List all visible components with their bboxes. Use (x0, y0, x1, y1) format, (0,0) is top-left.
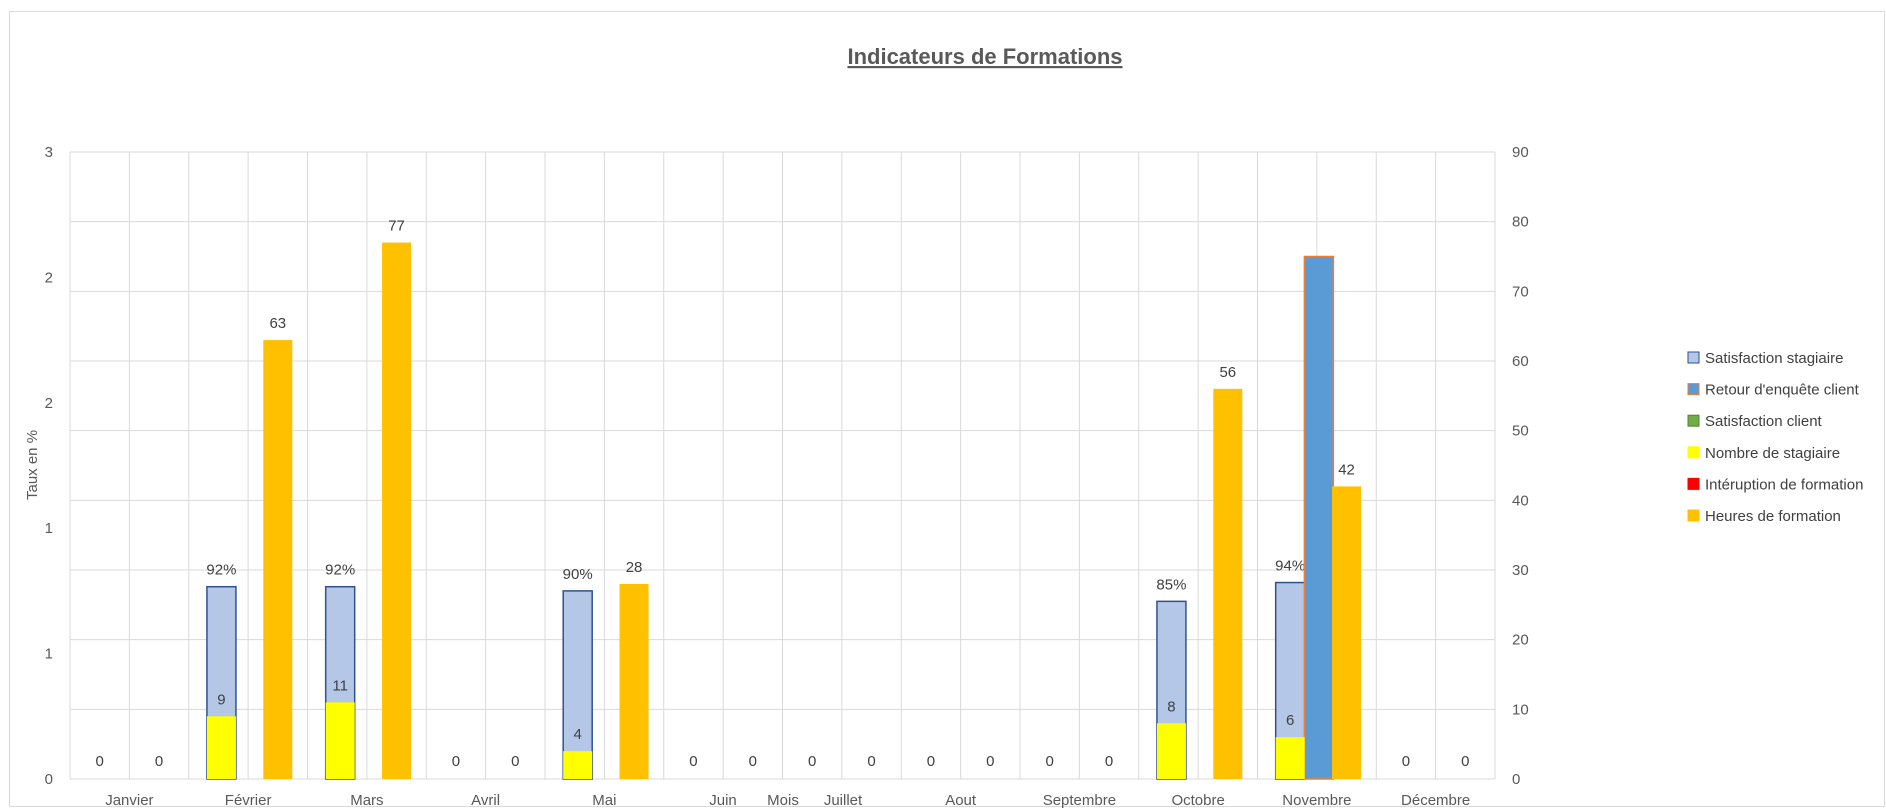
x-tick-label: Mars (350, 792, 383, 808)
data-label: 28 (626, 559, 643, 576)
left-tick-label: 1 (45, 520, 53, 537)
data-label: 77 (388, 218, 405, 235)
zero-label: 0 (155, 753, 163, 770)
legend-label: Satisfaction client (1705, 413, 1823, 430)
bar (562, 590, 593, 780)
zero-label: 0 (927, 753, 935, 770)
bar (1303, 255, 1335, 780)
legend-swatch (1687, 477, 1700, 490)
data-label: 90% (563, 566, 593, 583)
right-tick-label: 30 (1512, 562, 1529, 579)
bar (1275, 737, 1305, 779)
x-tick-label: Février (225, 792, 272, 808)
bar (325, 702, 355, 779)
x-tick-label: Janvier (105, 792, 153, 808)
right-tick-label: 20 (1512, 632, 1529, 649)
data-label: 63 (269, 315, 286, 332)
right-tick-label: 40 (1512, 492, 1529, 509)
data-label: 85% (1156, 576, 1186, 593)
zero-label: 0 (867, 753, 875, 770)
right-tick-label: 90 (1512, 144, 1529, 161)
zero-label: 0 (96, 753, 104, 770)
right-tick-label: 10 (1512, 701, 1529, 718)
bar (382, 242, 412, 780)
bar (1213, 388, 1243, 779)
bar (563, 751, 593, 779)
data-label: 6 (1286, 712, 1294, 729)
zero-label: 0 (689, 753, 697, 770)
legend-label: Satisfaction stagiaire (1705, 350, 1843, 367)
right-tick-label: 60 (1512, 353, 1529, 370)
right-tick-label: 70 (1512, 283, 1529, 300)
data-label: 8 (1167, 698, 1175, 715)
x-tick-label: Aout (945, 792, 977, 808)
x-tick-label: Juin (709, 792, 737, 808)
zero-label: 0 (1402, 753, 1410, 770)
bar (263, 340, 293, 779)
x-tick-label: Mois (767, 792, 799, 808)
y-axis-label: Taux en % (24, 430, 41, 500)
left-tick-label: 2 (45, 395, 53, 412)
right-tick-label: 0 (1512, 771, 1520, 788)
data-label: 56 (1219, 364, 1236, 381)
bar (206, 716, 236, 779)
legend-swatch (1687, 509, 1700, 522)
right-tick-label: 80 (1512, 214, 1529, 231)
legend-swatch (1687, 414, 1700, 427)
zero-label: 0 (749, 753, 757, 770)
zero-label: 0 (986, 753, 994, 770)
bar (1332, 486, 1362, 779)
zero-label: 0 (1046, 753, 1054, 770)
legend-label: Heures de formation (1705, 508, 1841, 525)
legend-label: Nombre de stagiaire (1705, 445, 1840, 462)
data-label: 11 (332, 677, 348, 694)
zero-label: 0 (511, 753, 519, 770)
zero-label: 0 (1461, 753, 1469, 770)
zero-label: 0 (808, 753, 816, 770)
x-tick-label: Juillet (824, 792, 863, 808)
data-label: 9 (217, 691, 225, 708)
legend-swatch (1687, 351, 1700, 364)
left-tick-label: 2 (45, 269, 53, 286)
data-label: 42 (1338, 461, 1355, 478)
bar (619, 583, 649, 779)
data-label: 92% (325, 562, 355, 579)
x-tick-label: Avril (471, 792, 500, 808)
zero-label: 0 (452, 753, 460, 770)
x-tick-label: Décembre (1401, 792, 1470, 808)
x-tick-label: Novembre (1282, 792, 1351, 808)
data-label: 92% (206, 562, 236, 579)
chart-frame (9, 11, 1885, 807)
legend-label: Retour d'enquête client (1705, 382, 1860, 399)
left-tick-label: 3 (45, 144, 53, 161)
x-tick-label: Octobre (1171, 792, 1224, 808)
legend-label: Intéruption de formation (1705, 476, 1863, 493)
left-tick-label: 0 (45, 771, 53, 788)
bar (1156, 723, 1186, 779)
zero-label: 0 (1105, 753, 1113, 770)
chart-title: Indicateurs de Formations (847, 44, 1122, 69)
data-label: 4 (574, 726, 582, 743)
legend-swatch (1687, 383, 1700, 396)
left-tick-label: 1 (45, 646, 53, 663)
legend-swatch (1687, 446, 1700, 459)
right-tick-label: 50 (1512, 423, 1529, 440)
x-tick-label: Mai (592, 792, 616, 808)
data-label: 94% (1275, 558, 1305, 575)
x-tick-label: Septembre (1043, 792, 1116, 808)
